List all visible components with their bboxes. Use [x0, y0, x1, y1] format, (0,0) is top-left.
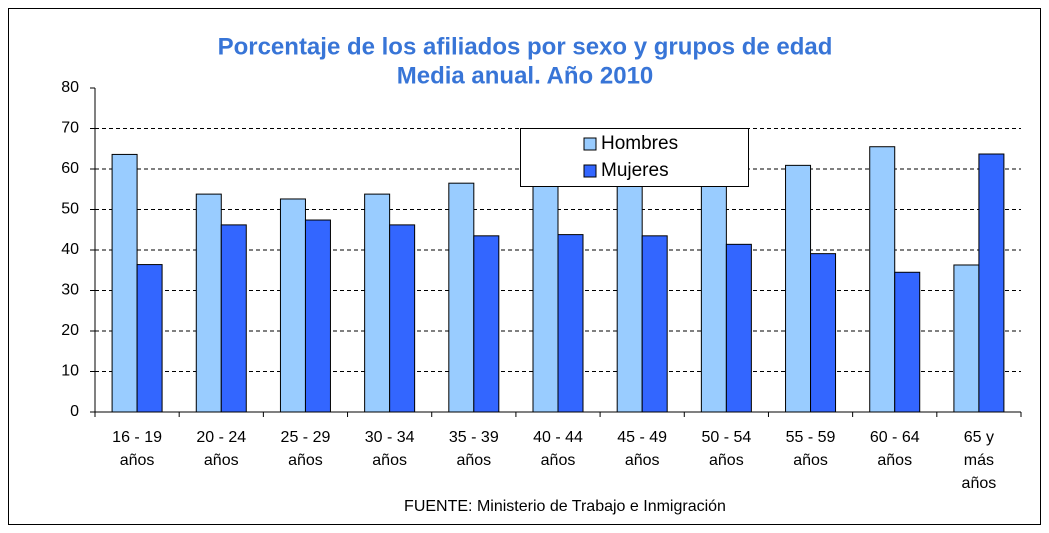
x-tick-label: 16 - 19 [112, 429, 162, 446]
bar [725, 243, 752, 413]
x-tick-label: años [204, 452, 239, 469]
x-tick-label: 55 - 59 [786, 429, 836, 446]
x-tick-label: 20 - 24 [196, 429, 246, 446]
bar [473, 235, 500, 413]
bar [978, 153, 1005, 413]
source-note: FUENTE: Ministerio de Trabajo e Inmigrac… [404, 498, 726, 515]
legend-swatch [583, 164, 597, 178]
legend-swatch [583, 137, 597, 151]
y-tick-label: 70 [61, 120, 79, 137]
y-tick-label: 30 [61, 282, 79, 299]
bar [869, 146, 896, 413]
x-tick-label: años [625, 452, 660, 469]
y-tick-label: 50 [61, 201, 79, 218]
bar [448, 182, 475, 413]
bar [953, 264, 980, 413]
legend-box [520, 128, 749, 187]
bar [641, 235, 668, 413]
bar [894, 271, 921, 413]
x-tick-label: 65 y [964, 429, 994, 446]
x-tick-label: años [877, 452, 912, 469]
x-tick-label: años [288, 452, 323, 469]
bar [389, 224, 416, 413]
bar [785, 164, 812, 413]
x-tick-label: años [456, 452, 491, 469]
x-tick-label: 40 - 44 [533, 429, 583, 446]
x-tick-label: 25 - 29 [281, 429, 331, 446]
x-tick-label: 45 - 49 [617, 429, 667, 446]
y-tick-label: 20 [61, 322, 79, 339]
x-tick-label: años [120, 452, 155, 469]
bar [532, 183, 559, 413]
y-tick-label: 40 [61, 241, 79, 258]
bar [810, 253, 837, 413]
bar [304, 219, 331, 413]
x-tick-label: años [793, 452, 828, 469]
bar [364, 193, 391, 413]
y-tick-label: 0 [70, 403, 79, 420]
bar [616, 182, 643, 413]
bar [557, 234, 584, 413]
y-tick-label: 10 [61, 363, 79, 380]
x-tick-label: 30 - 34 [365, 429, 415, 446]
x-tick-label: más [964, 452, 994, 469]
y-tick-label: 80 [61, 79, 79, 96]
bar [700, 174, 727, 413]
bar [220, 224, 247, 413]
x-tick-label: años [709, 452, 744, 469]
chart-frame [8, 8, 1041, 525]
y-tick-label: 60 [61, 160, 79, 177]
x-tick-label: 35 - 39 [449, 429, 499, 446]
chart-title: Porcentaje de los afiliados por sexo y g… [218, 33, 833, 60]
bar [111, 153, 138, 413]
x-tick-label: 50 - 54 [701, 429, 751, 446]
legend-label: Mujeres [601, 160, 669, 181]
x-tick-label: 60 - 64 [870, 429, 920, 446]
bar [279, 198, 306, 413]
bar [136, 264, 163, 413]
bar [195, 193, 222, 413]
x-tick-label: años [962, 475, 997, 492]
chart-subtitle: Media anual. Año 2010 [397, 62, 654, 89]
x-tick-label: años [372, 452, 407, 469]
x-tick-label: años [541, 452, 576, 469]
legend-label: Hombres [601, 133, 678, 154]
